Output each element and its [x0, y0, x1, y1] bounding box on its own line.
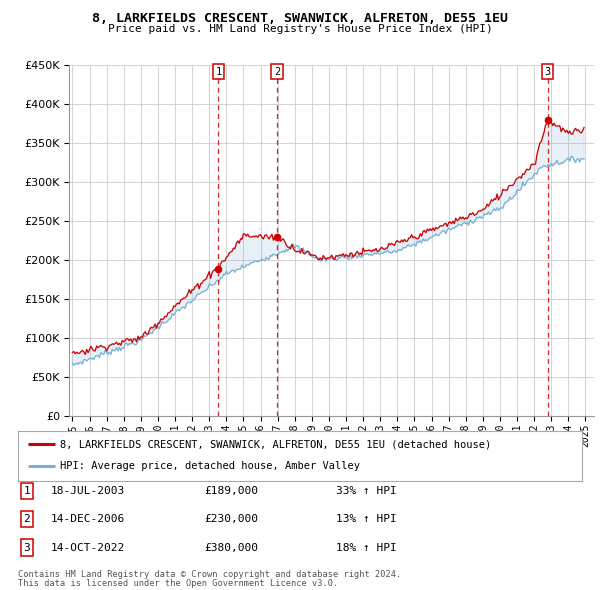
Text: Contains HM Land Registry data © Crown copyright and database right 2024.: Contains HM Land Registry data © Crown c…: [18, 570, 401, 579]
Text: 1: 1: [23, 486, 31, 496]
Text: 18-JUL-2003: 18-JUL-2003: [51, 486, 125, 496]
Text: 3: 3: [545, 67, 551, 77]
Text: Price paid vs. HM Land Registry's House Price Index (HPI): Price paid vs. HM Land Registry's House …: [107, 24, 493, 34]
Text: This data is licensed under the Open Government Licence v3.0.: This data is licensed under the Open Gov…: [18, 579, 338, 588]
Text: 33% ↑ HPI: 33% ↑ HPI: [336, 486, 397, 496]
Text: 1: 1: [215, 67, 221, 77]
Text: 14-DEC-2006: 14-DEC-2006: [51, 514, 125, 524]
Text: £380,000: £380,000: [204, 543, 258, 552]
Text: 13% ↑ HPI: 13% ↑ HPI: [336, 514, 397, 524]
Text: 2: 2: [23, 514, 31, 524]
Text: £230,000: £230,000: [204, 514, 258, 524]
Text: HPI: Average price, detached house, Amber Valley: HPI: Average price, detached house, Ambe…: [60, 461, 360, 471]
Text: £189,000: £189,000: [204, 486, 258, 496]
Text: 3: 3: [23, 543, 31, 552]
Text: 14-OCT-2022: 14-OCT-2022: [51, 543, 125, 552]
Text: 8, LARKFIELDS CRESCENT, SWANWICK, ALFRETON, DE55 1EU: 8, LARKFIELDS CRESCENT, SWANWICK, ALFRET…: [92, 12, 508, 25]
Text: 8, LARKFIELDS CRESCENT, SWANWICK, ALFRETON, DE55 1EU (detached house): 8, LARKFIELDS CRESCENT, SWANWICK, ALFRET…: [60, 439, 491, 449]
Text: 2: 2: [274, 67, 280, 77]
Text: 18% ↑ HPI: 18% ↑ HPI: [336, 543, 397, 552]
